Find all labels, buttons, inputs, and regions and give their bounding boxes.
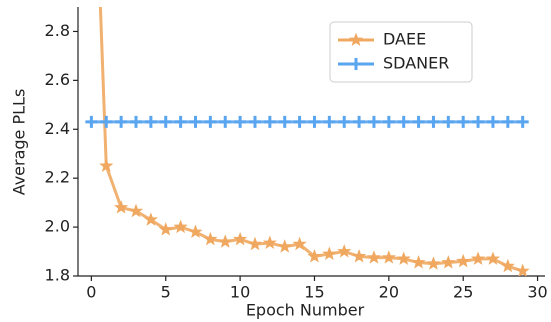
star-marker xyxy=(337,244,352,258)
plus-marker xyxy=(516,115,529,128)
plot-area xyxy=(85,7,530,276)
plus-marker xyxy=(382,115,395,128)
plus-marker xyxy=(472,115,485,128)
plus-marker xyxy=(115,115,128,128)
plus-marker xyxy=(159,115,172,128)
star-marker xyxy=(99,158,114,172)
plus-marker xyxy=(397,115,410,128)
star-marker xyxy=(322,246,337,261)
x-tick-label: 25 xyxy=(453,283,473,302)
star-marker xyxy=(128,203,144,218)
plus-marker xyxy=(100,115,113,128)
star-marker xyxy=(158,222,173,236)
star-marker xyxy=(114,200,129,214)
y-tick-label: 2.0 xyxy=(45,217,70,236)
plus-marker xyxy=(234,115,247,128)
star-marker xyxy=(366,250,382,264)
x-tick-label: 30 xyxy=(527,283,547,302)
x-tick-label: 20 xyxy=(379,283,399,302)
y-axis-label: Average PLLs xyxy=(10,89,29,196)
plus-marker xyxy=(308,115,321,128)
plus-marker xyxy=(412,115,425,128)
star-marker xyxy=(262,235,277,249)
star-marker xyxy=(173,219,188,234)
star-marker xyxy=(307,249,322,263)
x-axis-label: Epoch Number xyxy=(246,301,365,320)
legend-box xyxy=(329,21,473,83)
star-marker xyxy=(247,236,263,251)
plus-marker xyxy=(457,115,470,128)
plus-marker xyxy=(130,115,143,128)
plus-marker xyxy=(174,115,187,128)
star-marker xyxy=(203,231,218,246)
star-marker xyxy=(456,253,471,268)
star-marker xyxy=(485,251,501,265)
star-marker xyxy=(411,255,426,269)
plus-marker xyxy=(204,115,217,128)
star-marker xyxy=(143,212,158,226)
y-tick-label: 2.4 xyxy=(45,119,70,138)
plus-marker xyxy=(293,115,306,128)
y-tick-label: 1.8 xyxy=(45,266,70,285)
x-tick-label: 15 xyxy=(304,283,324,302)
star-marker xyxy=(188,224,203,238)
star-marker xyxy=(218,234,233,248)
y-tick-label: 2.2 xyxy=(45,168,70,187)
plus-marker xyxy=(367,115,380,128)
plus-marker xyxy=(219,115,232,128)
plus-marker xyxy=(501,115,514,128)
plus-marker xyxy=(189,115,202,128)
plus-marker xyxy=(486,115,499,128)
plus-marker xyxy=(353,115,366,128)
y-tick-label: 2.6 xyxy=(45,70,70,89)
legend-label: SDANER xyxy=(383,54,449,73)
plus-marker xyxy=(278,115,291,128)
x-tick-label: 0 xyxy=(86,283,96,302)
plus-marker xyxy=(144,115,157,128)
plus-marker xyxy=(323,115,336,128)
y-tick-label: 2.8 xyxy=(45,21,70,40)
plus-marker xyxy=(338,115,351,128)
star-marker xyxy=(292,236,307,251)
plus-marker xyxy=(442,115,455,128)
star-marker xyxy=(381,250,396,264)
plus-marker xyxy=(263,115,276,128)
plus-marker xyxy=(350,58,362,70)
x-tick-label: 10 xyxy=(230,283,250,302)
x-tick-label: 5 xyxy=(161,283,171,302)
star-marker xyxy=(515,263,530,276)
plus-marker xyxy=(427,115,440,128)
star-marker xyxy=(441,255,456,269)
legend-label: DAEE xyxy=(383,30,426,49)
star-marker xyxy=(426,256,441,270)
plus-marker xyxy=(85,115,98,128)
star-marker xyxy=(233,231,248,246)
plus-marker xyxy=(248,115,261,128)
star-marker xyxy=(277,239,292,253)
star-marker xyxy=(352,249,367,263)
star-marker xyxy=(396,251,411,265)
star-marker xyxy=(500,258,515,273)
star-marker xyxy=(471,251,486,265)
star-marker xyxy=(348,32,364,47)
